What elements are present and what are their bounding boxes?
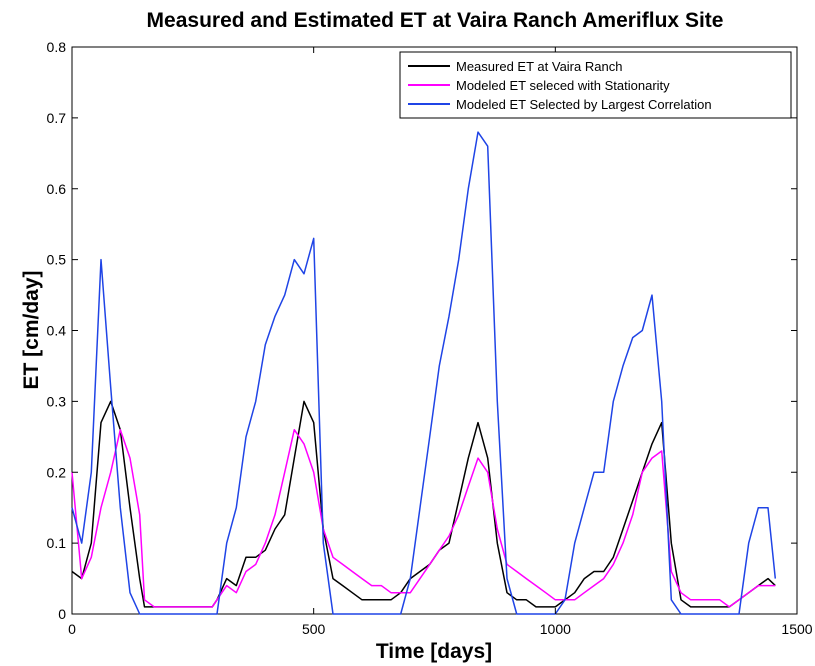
legend: Measured ET at Vaira Ranch Modeled ET sel… bbox=[399, 51, 792, 119]
legend-box bbox=[399, 51, 792, 119]
series-line-1 bbox=[71, 428, 776, 608]
legend-label-1: Modeled ET seleced with Stationarity bbox=[456, 78, 670, 93]
series-layer bbox=[71, 131, 777, 615]
x-tick-label: 500 bbox=[302, 621, 326, 637]
y-tick-label: 0 bbox=[58, 606, 66, 622]
series-line-2 bbox=[71, 131, 777, 615]
y-tick-label: 0.8 bbox=[47, 39, 67, 55]
x-tick-label: 0 bbox=[68, 621, 76, 637]
y-tick-label: 0.7 bbox=[47, 110, 67, 126]
plot-area bbox=[71, 46, 798, 615]
x-tick-label: 1000 bbox=[540, 621, 571, 637]
chart-title: Measured and Estimated ET at Vaira Ranch… bbox=[147, 9, 724, 32]
legend-label-0: Measured ET at Vaira Ranch bbox=[456, 59, 622, 74]
y-tick-label: 0.3 bbox=[47, 393, 67, 409]
y-tick-label: 0.5 bbox=[47, 252, 67, 268]
y-tick-label: 0.6 bbox=[47, 181, 67, 197]
x-axis-label: Time [days] bbox=[376, 640, 492, 663]
legend-label-2: Modeled ET Selected by Largest Correlati… bbox=[456, 97, 712, 112]
x-tick-label: 1500 bbox=[781, 621, 812, 637]
y-tick-label: 0.4 bbox=[47, 323, 67, 339]
y-tick-label: 0.1 bbox=[47, 535, 67, 551]
y-axis-label: ET [cm/day] bbox=[20, 270, 43, 389]
axes-layer: 0 500 1000 1500 0 0.1 0.2 0.3 0.4 0.5 0.6 0.7 0.8 bbox=[47, 39, 813, 637]
y-tick-label: 0.2 bbox=[47, 464, 67, 480]
